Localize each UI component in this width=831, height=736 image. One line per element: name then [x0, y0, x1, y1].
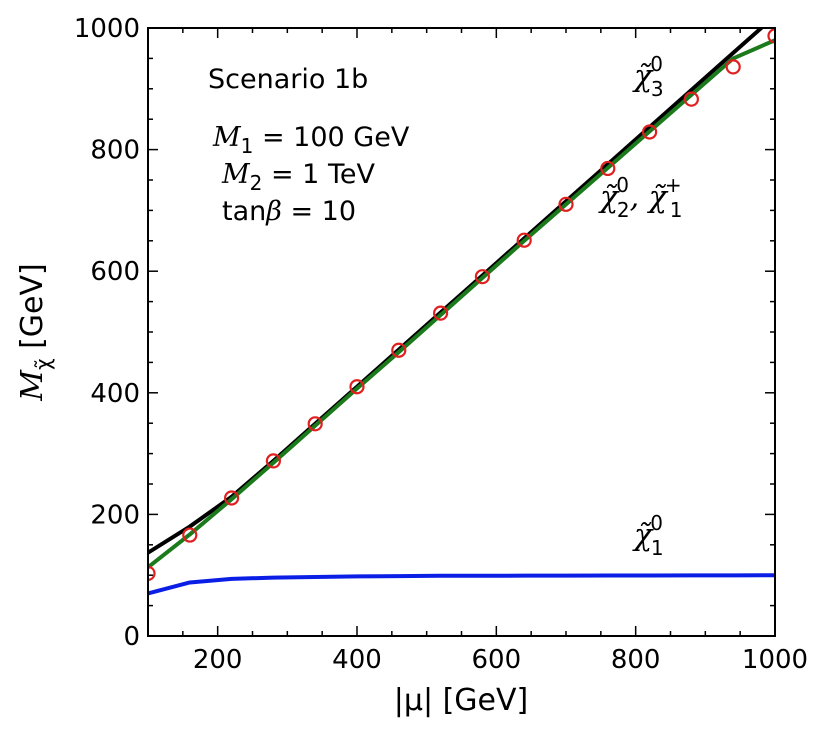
marker-point — [182, 527, 198, 543]
marker-point — [349, 379, 365, 395]
marker-point — [148, 565, 156, 581]
series-line-chi2_0_chi1_plus — [148, 38, 775, 569]
marker-point — [516, 232, 532, 248]
x-tick-label: 200 — [193, 645, 243, 675]
chi2-chi1plus-label: χ̃0 2, χ̃+ 1 — [598, 173, 682, 222]
marker-point — [224, 490, 240, 506]
scenario-label: Scenario 1b — [208, 64, 368, 95]
series-line-chi1_0 — [148, 573, 775, 596]
y-tick-label: 200 — [90, 500, 140, 530]
marker-point — [474, 269, 490, 285]
marker-point — [391, 342, 407, 358]
marker-point — [767, 28, 775, 44]
series-layer — [148, 28, 775, 596]
y-tick-label: 600 — [90, 257, 140, 287]
plot-frame — [147, 27, 776, 637]
m1-annotation: M1 = 100 GeV — [212, 122, 410, 158]
marker-point — [641, 124, 658, 140]
x-tick-label: 1000 — [742, 645, 808, 675]
marker-point — [683, 91, 700, 107]
tanbeta-annotation: tanβ = 10 — [222, 196, 356, 227]
plot-background — [148, 28, 775, 636]
chi3-label: χ̃0 3 — [632, 52, 664, 101]
marker-point — [433, 305, 449, 321]
y-tick-label: 0 — [123, 622, 140, 652]
y-tick-label: 1000 — [74, 14, 140, 44]
x-axis-label: |μ| [GeV] — [394, 683, 528, 718]
y-axis-label: Mχ̃ [GeV] — [15, 263, 55, 401]
y-tick-label: 800 — [90, 136, 140, 166]
marker-point — [265, 453, 281, 469]
m2-annotation: M2 = 1 TeV — [221, 159, 375, 195]
marker-point — [600, 160, 616, 177]
x-tick-label: 800 — [611, 645, 661, 675]
chi1-label: χ̃0 1 — [632, 511, 664, 560]
y-tick-label: 400 — [90, 379, 140, 409]
marker-point — [307, 416, 323, 432]
marker-point — [725, 59, 741, 75]
x-tick-label: 600 — [472, 645, 522, 675]
tick-labels: 200 400 600 800 1000 0 200 400 600 800 1000 — [74, 14, 808, 675]
marker-point — [558, 196, 574, 212]
x-tick-label: 400 — [332, 645, 382, 675]
